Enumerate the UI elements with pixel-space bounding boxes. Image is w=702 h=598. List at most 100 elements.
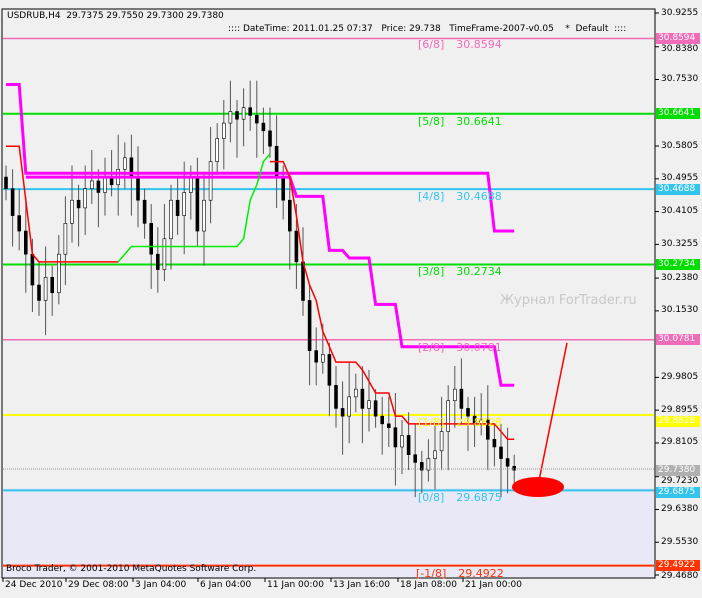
candle-body: [182, 192, 186, 216]
candle-body: [195, 176, 200, 232]
candle-body: [505, 458, 510, 467]
candle-body: [96, 180, 101, 193]
murrey-level-label: [1/8] 29.8828: [418, 416, 502, 429]
candle-body: [426, 458, 431, 471]
candle-body: [367, 400, 371, 409]
candle-body: [314, 350, 319, 363]
candle-body: [4, 176, 8, 189]
murrey-level-label: [6/8] 30.8594: [418, 38, 502, 51]
level-index: [1/8]: [418, 416, 445, 430]
price-axis-label: 29.6380: [661, 503, 699, 514]
time-axis-label: 29 Dec 08:00: [68, 580, 129, 590]
candle-body: [175, 199, 180, 216]
price-level-tag: 29.4922: [656, 560, 700, 572]
candle-body: [287, 199, 292, 232]
candle-body: [406, 435, 411, 455]
candle-body: [334, 384, 338, 409]
candle-body: [307, 300, 312, 351]
price-axis-label: 29.5530: [661, 536, 699, 547]
candle-body: [446, 400, 451, 432]
candle-body: [162, 238, 167, 270]
candle-body: [492, 438, 497, 448]
candle-body: [235, 111, 239, 120]
candle-body: [386, 423, 391, 429]
candle-body: [10, 188, 15, 216]
candle-body: [189, 176, 193, 193]
candle-body: [103, 176, 107, 193]
price-axis-label: 30.8380: [661, 43, 699, 54]
candle-body: [439, 431, 444, 452]
below-zero-level-fill: [3, 488, 654, 577]
price-level-tag: 30.8594: [656, 32, 700, 44]
time-axis-label: 6 Jan 04:00: [200, 580, 252, 590]
level-value: 29.6875: [456, 491, 502, 505]
candle-body: [320, 354, 325, 363]
candle-body: [63, 223, 68, 255]
candle-body: [373, 400, 378, 417]
candle-body: [261, 122, 266, 132]
price-axis-label: 30.2380: [661, 272, 699, 283]
price-axis-label: 30.9255: [661, 7, 699, 18]
murrey-level-label: [5/8] 30.6641: [418, 115, 502, 128]
candle-body: [90, 180, 94, 189]
time-axis-label: 21 Jan 00:00: [465, 580, 522, 590]
level-index: [-1/8]: [416, 566, 447, 580]
candle-body: [413, 454, 418, 463]
level-value: 30.4688: [456, 190, 502, 204]
murrey-level-label: [2/8] 30.0781: [418, 341, 502, 354]
price-axis-label: 29.8955: [661, 404, 699, 415]
candle-body: [512, 465, 517, 471]
red-trailing-line: [6, 145, 119, 263]
murrey-level-label: [3/8] 30.2734: [418, 265, 502, 278]
candle-body: [459, 388, 464, 409]
price-level-tag: 29.6875: [656, 487, 700, 499]
candle-body: [17, 215, 22, 232]
indicator-status-line: :::: DateTime: 2011.01.25 07:37 Price: 2…: [228, 24, 627, 34]
price-axis-label: 29.9805: [661, 371, 699, 382]
candle-body: [43, 277, 48, 301]
candle-body: [419, 462, 424, 471]
price-axis-label: 30.1530: [661, 305, 699, 316]
level-index: [6/8]: [418, 38, 445, 52]
level-value: 29.4922: [458, 566, 504, 580]
level-index: [5/8]: [418, 114, 445, 128]
watermark: Журнал ForTrader.ru: [500, 293, 637, 308]
level-value: 30.8594: [456, 38, 502, 52]
candle-body: [208, 161, 213, 201]
candle-body: [123, 157, 127, 170]
murrey-level-label: [0/8] 29.6875: [418, 491, 502, 504]
price-level-tag: 30.2734: [656, 258, 700, 270]
candle-body: [50, 277, 55, 294]
candle-body: [248, 107, 252, 116]
price-axis-label: 30.4105: [661, 206, 699, 217]
level-value: 30.0781: [456, 340, 502, 354]
candle-body: [76, 199, 81, 209]
candle-body: [281, 176, 286, 201]
level-index: [3/8]: [418, 265, 445, 279]
price-level-tag: 30.6641: [656, 108, 700, 120]
candle-body: [215, 138, 219, 162]
price-axis-label: 29.4680: [661, 571, 699, 582]
symbol-info: USDRUB,H4 29.7375 29.7550 29.7300 29.738…: [7, 11, 224, 21]
price-level-tag: 30.4688: [656, 184, 700, 196]
green-trailing-line: [117, 153, 271, 263]
price-level-tag: 29.8828: [656, 415, 700, 427]
price-axis-label: 30.7530: [661, 74, 699, 84]
candle-body: [499, 446, 503, 459]
candle-body: [70, 199, 74, 224]
candle-body: [222, 122, 226, 139]
time-axis-label: 18 Jan 08:00: [400, 580, 457, 590]
candle-body: [136, 176, 140, 201]
candle-body: [156, 253, 160, 270]
level-index: [4/8]: [418, 190, 445, 204]
price-axis-label: 29.7230: [661, 476, 699, 487]
candle-body: [347, 396, 352, 417]
candle-body: [228, 111, 233, 124]
candle-body: [241, 107, 246, 120]
candle-body: [466, 408, 470, 417]
candle-body: [452, 388, 457, 402]
time-axis-label: 11 Jan 00:00: [267, 580, 324, 590]
candle-body: [393, 427, 398, 448]
candle-body: [56, 253, 61, 294]
